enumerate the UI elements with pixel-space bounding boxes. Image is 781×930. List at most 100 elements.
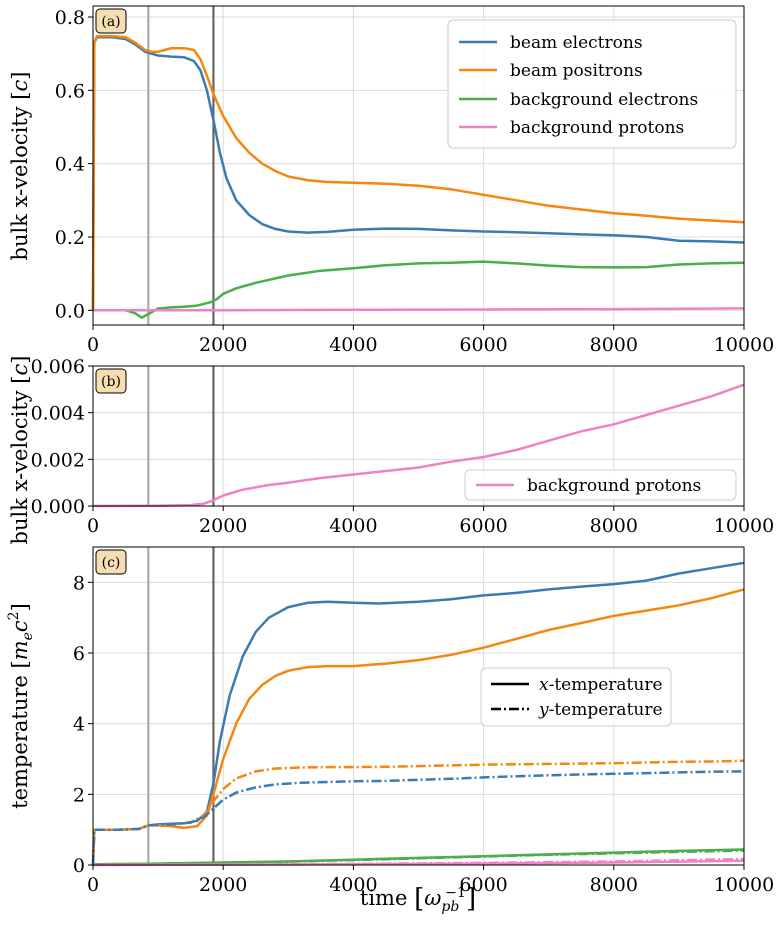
panel-c-ylabel-sup: 2 [6,611,22,620]
x-axis-omega-sup: −1 [445,885,466,901]
y-tick-label: 6 [73,643,85,665]
y-tick-label: 0.6 [55,80,85,102]
panel-c-legend: x-temperature y-temperature [480,667,672,727]
y-tick-label: 4 [73,714,85,736]
y-tick-label: 2 [73,784,85,806]
x-axis-bracket-close: ] [466,884,476,914]
series-beam-electrons-y [91,770,745,866]
panel-a-legend-box [447,19,737,149]
x-tick-label: 0 [87,874,99,896]
x-axis-omega: ω [424,886,441,910]
panel-a-ylabel-unit: c [8,80,32,92]
series-beam-electrons [91,35,745,311]
x-tick-label: 2000 [199,515,247,537]
legend-c-x-temperature: x-temperature [539,675,663,695]
panel-b-ylabel: bulk x-velocity [c] [8,356,32,545]
x-tick-label: 4000 [329,874,377,896]
panel-a: 0 2000 4000 6000 8000 10000 0.0 0.2 0.4 0.6 0.8 (a… [8,5,774,356]
x-tick-label: 6000 [459,874,507,896]
x-tick-label: 4000 [329,334,377,356]
panel-c-ylabel-close: ] [8,603,32,611]
y-tick-label: 0.000 [31,496,85,518]
legend-beam-positrons: beam positrons [510,61,643,81]
y-tick-label: 0.0 [55,300,85,322]
x-axis-bracket-open: [ [414,884,424,914]
panel-a-markers [147,6,215,325]
panel-b-ylabel-unit: c [8,364,32,376]
legend-c-x-text: -temperature [549,675,663,695]
legend-b-background-protons: background protons [527,476,701,496]
x-tick-label: 4000 [329,515,377,537]
panel-c-ylabel-text: temperature [ [8,660,32,809]
y-tick-label: 0.8 [55,7,85,29]
panel-c-markers [147,547,215,865]
x-tick-label: 2000 [199,874,247,896]
panel-c-ylabel-e: e [20,632,36,640]
panel-a-tag: (a) [95,8,127,34]
panel-a-legend: beam electrons beam positrons background… [447,19,737,149]
x-tick-label: 8000 [590,334,638,356]
panel-c: 0 2000 4000 6000 8000 10000 0 2 4 6 8 (c) temperat… [6,546,774,915]
legend-background-protons: background protons [510,118,684,138]
legend-c-y-temperature: y-temperature [538,700,663,720]
panel-a-tag-box [95,8,127,34]
panel-b-ylabel-text: bulk x-velocity [ [8,376,32,545]
x-tick-label: 0 [87,334,99,356]
y-tick-label: 0.002 [31,449,85,471]
x-tick-label: 6000 [459,515,507,537]
panel-c-ylabel-m: m [8,640,32,660]
panel-b-tag-box [95,368,127,394]
panel-b-markers [147,366,215,506]
panel-a-frame [92,5,745,326]
legend-background-electrons: background electrons [510,90,698,110]
x-tick-label: 0 [87,515,99,537]
panel-b-ylabel-close: ] [8,356,32,364]
panel-b-legend-box [464,469,737,501]
series-beam-positrons [91,34,745,311]
panel-a-tag-text: (a) [101,14,120,30]
x-tick-label: 6000 [459,334,507,356]
panel-b-tag: (b) [95,368,127,394]
panel-a-ylabel-close: ] [8,72,32,80]
panel-a-ticks: 0 2000 4000 6000 8000 10000 0.0 0.2 0.4 0.6 0.8 [55,7,774,356]
series-beam-positrons-y [91,759,745,866]
x-tick-label: 2000 [199,334,247,356]
panel-a-series [91,34,745,319]
panel-c-tag: (c) [95,549,127,575]
series-background-electrons [93,260,745,319]
y-tick-label: 0 [73,855,85,877]
x-tick-label: 8000 [590,515,638,537]
panel-c-frame [92,546,745,866]
panel-c-ylabel: temperature [mec2] [6,603,36,809]
legend-c-x-var: x [539,675,549,695]
panel-b-tag-text: (b) [101,374,121,390]
x-tick-label: 10000 [714,874,774,896]
x-tick-label: 10000 [714,334,774,356]
panel-b-ticks: 0 2000 4000 6000 8000 10000 0.000 0.002 0.004 0.0… [31,356,775,537]
y-tick-label: 8 [73,572,85,594]
x-tick-label: 8000 [590,874,638,896]
x-axis-title-text: time [360,886,414,910]
y-tick-label: 0.006 [31,356,85,378]
panel-b-legend: background protons [464,469,737,501]
panel-c-legend-box [480,667,672,727]
y-tick-label: 0.004 [31,403,85,425]
panel-b-series [92,383,745,508]
legend-c-y-text: -temperature [549,700,663,720]
panel-c-ticks: 0 2000 4000 6000 8000 10000 0 2 4 6 8 [73,572,774,896]
series-beam-positrons-x [91,588,745,866]
x-axis-omega-sub: pb [441,899,459,915]
y-tick-label: 0.2 [55,227,85,249]
series-background-protons [92,307,745,312]
x-axis-title: time [ωpb−1] [360,884,476,915]
panel-b-frame [92,365,745,507]
panel-c-tag-box [95,549,127,575]
legend-c-y-var: y [538,700,549,720]
panel-c-tag-text: (c) [102,555,121,571]
x-tick-label: 10000 [714,515,774,537]
series-background-protons [92,383,745,508]
panel-c-ylabel-c: c [8,620,32,632]
panel-b: 0 2000 4000 6000 8000 10000 0.000 0.002 0.004 0.0… [8,356,774,545]
legend-beam-electrons: beam electrons [510,33,643,53]
